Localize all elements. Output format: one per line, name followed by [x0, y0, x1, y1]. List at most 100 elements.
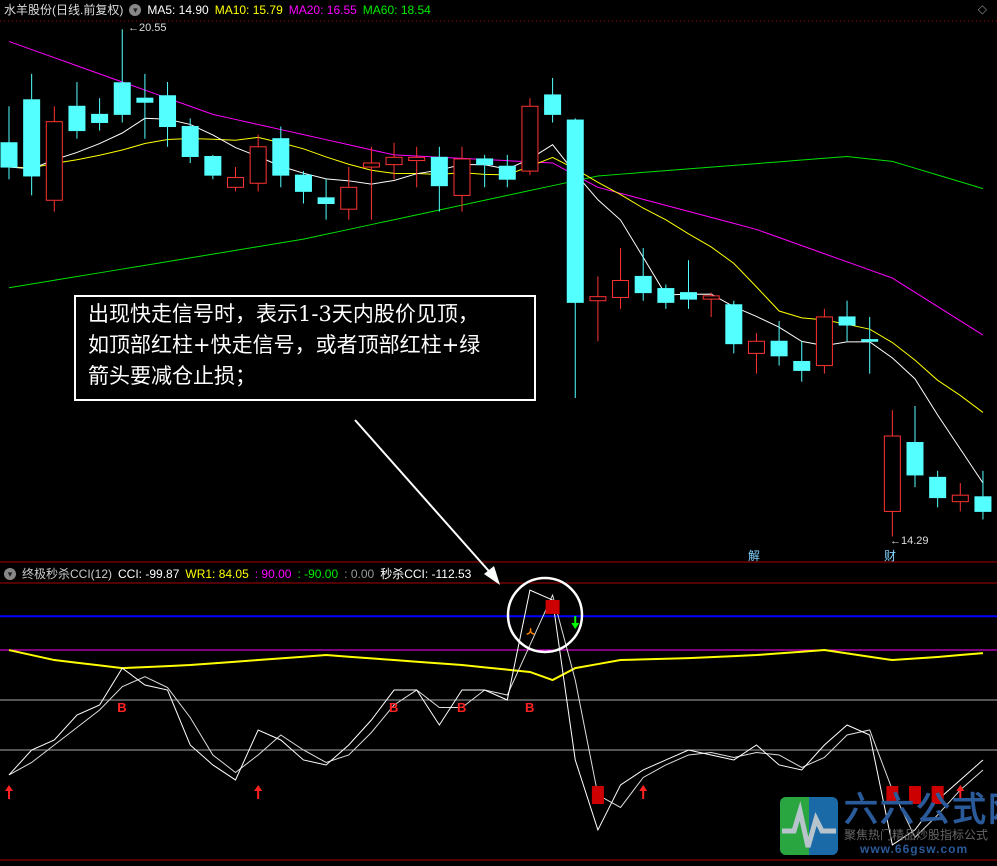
logo-icon — [780, 797, 838, 855]
green-down-arrow-icon — [571, 623, 580, 629]
level-minus-90: : -90.00 — [297, 567, 339, 581]
event-marker-jie[interactable]: 解 — [748, 549, 761, 563]
candle-up — [249, 146, 267, 184]
candle-down — [23, 99, 41, 177]
candle-up — [612, 279, 630, 298]
candle-up — [45, 121, 63, 201]
up-arrow-icon — [254, 785, 263, 791]
candle-up — [951, 494, 969, 503]
main-chart-header: 水羊股份(日线.前复权) ▾ MA5: 14.90 MA10: 15.79 MA… — [4, 0, 431, 20]
red-bar-bottom — [591, 786, 604, 804]
candle-down — [929, 476, 947, 499]
low-price-value: 14.29 — [901, 535, 929, 547]
ma5-value: MA5: 14.90 — [147, 3, 209, 17]
candle-down — [725, 304, 743, 345]
candle-down — [0, 142, 18, 168]
candle-down — [204, 156, 222, 176]
buy-signal-label: B — [525, 700, 534, 715]
candle-up — [702, 295, 720, 300]
stock-title: 水羊股份(日线.前复权) — [4, 3, 124, 17]
ma20-line — [8, 40, 984, 336]
candle-down — [838, 316, 856, 326]
candle-up — [227, 177, 244, 188]
candle-up — [340, 186, 358, 210]
candle-down — [272, 138, 290, 176]
low-price-label: ←14.29 — [890, 535, 929, 547]
fast-signal-icon: ㅅ — [525, 625, 536, 639]
ma20-value: MA20: 16.55 — [288, 3, 357, 17]
annotation-box: 出现快走信号时，表示1-3天内股价见顶， 如顶部红柱+快走信号，或者顶部红柱+绿… — [74, 295, 536, 401]
red-bar-bottom — [931, 786, 944, 804]
logo-slogan: 聚焦热门精品炒股指标公式 — [844, 828, 989, 842]
candle-down — [974, 496, 992, 512]
annotation-arrow — [354, 419, 496, 579]
cci-value: CCI: -99.87 — [118, 567, 180, 581]
event-marker-cai[interactable]: 财 — [884, 549, 897, 563]
candle-up — [747, 340, 765, 354]
candle-down — [430, 156, 448, 187]
candle-down — [317, 197, 335, 205]
candle-up — [883, 435, 901, 512]
cci-slow-line — [8, 593, 984, 839]
wr1-value: WR1: 84.05 — [185, 567, 249, 581]
buy-signal-label: B — [117, 700, 126, 715]
chevron-down-icon[interactable]: ▾ — [129, 4, 142, 16]
candle-down — [68, 105, 86, 132]
indicator-header: ▾ 终极秒杀CCI(12) CCI: -99.87 WR1: 84.05 : 9… — [4, 564, 471, 584]
up-arrow-icon — [639, 785, 648, 791]
candle-down — [657, 288, 675, 303]
mscci-value: 秒杀CCI: -112.53 — [380, 567, 472, 581]
candle-up — [385, 156, 403, 166]
candle-up — [453, 158, 471, 196]
ma60-line — [8, 156, 984, 289]
ma60-value: MA60: 18.54 — [362, 3, 431, 17]
highlight-circle — [506, 576, 584, 654]
buy-signal-label: B — [389, 700, 398, 715]
candle-down — [476, 158, 494, 166]
candle-down — [294, 174, 312, 192]
high-price-label: ←20.55 — [128, 22, 167, 34]
buy-signal-label: B — [457, 700, 466, 715]
up-arrow-icon — [5, 785, 13, 791]
candle-down — [634, 275, 652, 294]
red-bar-top — [545, 600, 560, 614]
candle-up — [589, 296, 607, 302]
diamond-icon[interactable]: ◇ — [977, 2, 987, 16]
logo-name: 六六公式网 — [844, 791, 997, 829]
candle-up — [815, 316, 833, 367]
candle-up — [521, 105, 539, 172]
annotation-line: 出现快走信号时，表示1-3天内股价见顶， — [88, 302, 479, 326]
candle-down — [793, 360, 811, 371]
up-arrow-icon — [956, 785, 965, 791]
annotation-line: 如顶部红柱+快走信号，或者顶部红柱+绿 — [88, 333, 481, 357]
red-bar-bottom — [886, 786, 899, 804]
ma10-value: MA10: 15.79 — [214, 3, 283, 17]
candle-down — [544, 94, 562, 115]
candle-down — [680, 292, 697, 300]
candle-down — [861, 339, 879, 342]
candle-down — [566, 119, 584, 303]
level-0: : 0.00 — [344, 567, 375, 581]
indicator-name: 终极秒杀CCI(12) — [22, 567, 113, 581]
site-logo: 六六公式网 聚焦热门精品炒股指标公式 www.66gsw.com — [778, 793, 997, 857]
arrowhead-icon — [484, 566, 500, 585]
candle-down — [113, 82, 131, 115]
logo-url: www.66gsw.com — [860, 842, 969, 856]
wr-yellow-line — [8, 649, 984, 682]
high-price-value: 20.55 — [139, 22, 167, 34]
candle-down — [498, 165, 516, 180]
candle-down — [159, 95, 177, 128]
red-bar-bottom — [909, 786, 921, 804]
candle-up — [362, 162, 380, 168]
candle-down — [91, 113, 109, 123]
candle-down — [181, 126, 199, 158]
annotation-line: 箭头要减仓止损； — [88, 364, 256, 388]
cci-fast-line — [8, 589, 984, 846]
candle-down — [136, 97, 154, 103]
candle-down — [770, 340, 788, 357]
chevron-down-icon[interactable]: ▾ — [4, 568, 16, 580]
candle-down — [906, 442, 924, 476]
level-90: : 90.00 — [254, 567, 292, 581]
candle-up — [408, 156, 426, 162]
